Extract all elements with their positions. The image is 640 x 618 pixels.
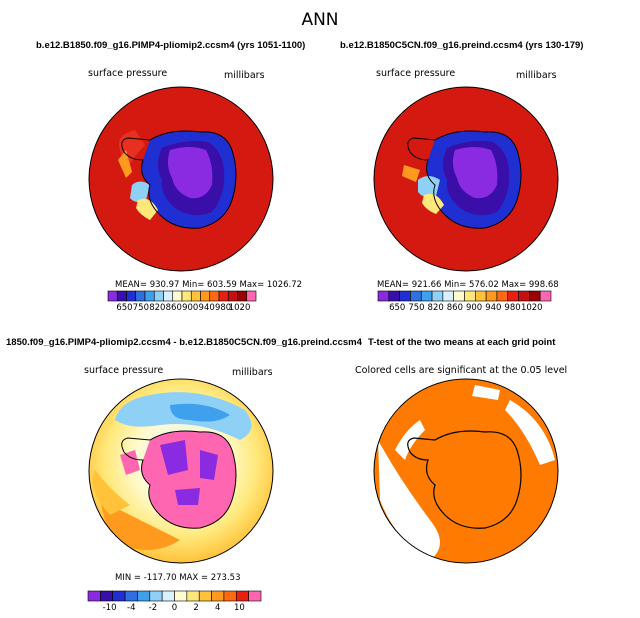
colorbar-swatch — [248, 590, 262, 602]
main-title: ANN — [301, 10, 339, 30]
colorbar-swatch — [227, 290, 238, 302]
colorbar-tick-label: -10 — [102, 603, 117, 613]
panel-4-title: T-test of the two means at each grid poi… — [368, 337, 556, 348]
panel-1-units: millibars — [224, 70, 265, 81]
colorbar-swatch — [485, 290, 498, 302]
colorbar-swatch — [442, 290, 454, 302]
panel-3-colorbar — [87, 590, 262, 602]
panel-2-colorbar — [377, 290, 552, 302]
colorbar-swatch — [475, 290, 487, 302]
panel-3-title: 1850.f09_g16.PIMP4-pliomip2.ccsm4 - b.e1… — [6, 337, 362, 348]
colorbar-swatch — [388, 290, 400, 302]
colorbar-swatch — [529, 290, 541, 302]
colorbar-swatch — [87, 590, 101, 602]
panel-2-units: millibars — [516, 70, 557, 81]
colorbar-swatch — [186, 590, 200, 602]
colorbar-swatch — [116, 290, 127, 302]
colorbar-tick-label: 980 — [214, 303, 232, 313]
colorbar-swatch — [163, 290, 174, 302]
colorbar-swatch — [464, 290, 476, 302]
colorbar-swatch — [181, 290, 192, 302]
colorbar-swatch — [496, 290, 509, 302]
colorbar-tick-label: 900 — [182, 303, 199, 313]
panel-3-map — [89, 379, 273, 563]
colorbar-swatch — [453, 290, 465, 302]
colorbar-swatch — [507, 290, 519, 302]
colorbar-swatch — [420, 290, 433, 302]
colorbar-swatch — [190, 290, 201, 302]
colorbar-swatch — [410, 290, 422, 302]
colorbar-swatch — [107, 290, 118, 302]
colorbar-swatch — [149, 590, 163, 602]
colorbar-swatch — [235, 590, 249, 602]
colorbar-swatch — [209, 290, 220, 302]
colorbar-tick-label: 1020 — [520, 303, 543, 313]
colorbar-tick-label: 650 — [116, 303, 133, 313]
colorbar-swatch — [153, 290, 164, 302]
colorbar-tick-label: 940 — [198, 303, 215, 313]
colorbar-tick-label: 750 — [132, 303, 149, 313]
colorbar-swatch — [518, 290, 530, 302]
colorbar-swatch — [112, 590, 126, 602]
colorbar-tick-label: 10 — [233, 603, 245, 613]
colorbar-swatch — [211, 590, 225, 602]
colorbar-tick-label: 820 — [427, 303, 444, 313]
colorbar-swatch — [144, 290, 155, 302]
colorbar-tick-label: -2 — [148, 603, 158, 613]
panel-4-variable: Colored cells are significant at the 0.0… — [355, 365, 568, 376]
panel-2-title: b.e12.B1850C5CN.f09_g16.preind.ccsm4 (yr… — [340, 40, 584, 51]
colorbar-swatch — [200, 290, 211, 302]
colorbar-tick-label: 860 — [165, 303, 182, 313]
colorbar-tick-label: -4 — [127, 603, 136, 613]
colorbar-tick-label: 0 — [171, 603, 178, 613]
colorbar-swatch — [539, 290, 552, 302]
colorbar-swatch — [377, 290, 390, 302]
panel-2-map — [374, 87, 558, 271]
colorbar-swatch — [198, 590, 212, 602]
colorbar-tick-label: 900 — [465, 303, 483, 313]
colorbar-tick-label: 940 — [485, 303, 502, 313]
panel-1-variable: surface pressure — [88, 68, 168, 79]
colorbar-tick-label: 4 — [215, 603, 221, 613]
colorbar-swatch — [161, 590, 175, 602]
panel-2-variable: surface pressure — [376, 68, 456, 79]
colorbar-tick-label: 820 — [149, 303, 166, 313]
colorbar-swatch — [100, 590, 114, 602]
colorbar-tick-label: 650 — [389, 303, 406, 313]
colorbar-tick-label: 980 — [504, 303, 521, 313]
colorbar-swatch — [399, 290, 411, 302]
colorbar-tick-label: 1020 — [228, 303, 251, 313]
colorbar-tick-label: 750 — [408, 303, 425, 313]
colorbar-swatch — [246, 290, 257, 302]
panel-3-variable: surface pressure — [84, 365, 164, 376]
colorbar-swatch — [137, 590, 151, 602]
panel-1-map — [89, 87, 273, 271]
panel-3-units: millibars — [232, 367, 273, 378]
colorbar-swatch — [223, 590, 237, 602]
panel-1-stats: MEAN= 930.97 Min= 603.59 Max= 1026.72 — [115, 280, 303, 290]
panel-1-title: b.e12.B1850.f09_g16.PIMP4-pliomip2.ccsm4… — [36, 40, 306, 51]
colorbar-swatch — [218, 290, 229, 302]
colorbar-swatch — [172, 290, 183, 302]
colorbar-tick-label: 2 — [193, 603, 199, 613]
panel-4-map — [374, 379, 558, 563]
colorbar-swatch — [237, 290, 248, 302]
colorbar-swatch — [431, 290, 444, 302]
panel-2-stats: MEAN= 921.66 Min= 576.02 Max= 998.68 — [377, 280, 559, 290]
panel-1-colorbar — [107, 290, 257, 302]
colorbar-tick-label: 860 — [446, 303, 463, 313]
colorbar-swatch — [135, 290, 146, 302]
colorbar-swatch — [174, 590, 188, 602]
colorbar-swatch — [126, 290, 137, 302]
colorbar-swatch — [124, 590, 138, 602]
panel-3-stats: MIN = -117.70 MAX = 273.53 — [115, 573, 241, 583]
